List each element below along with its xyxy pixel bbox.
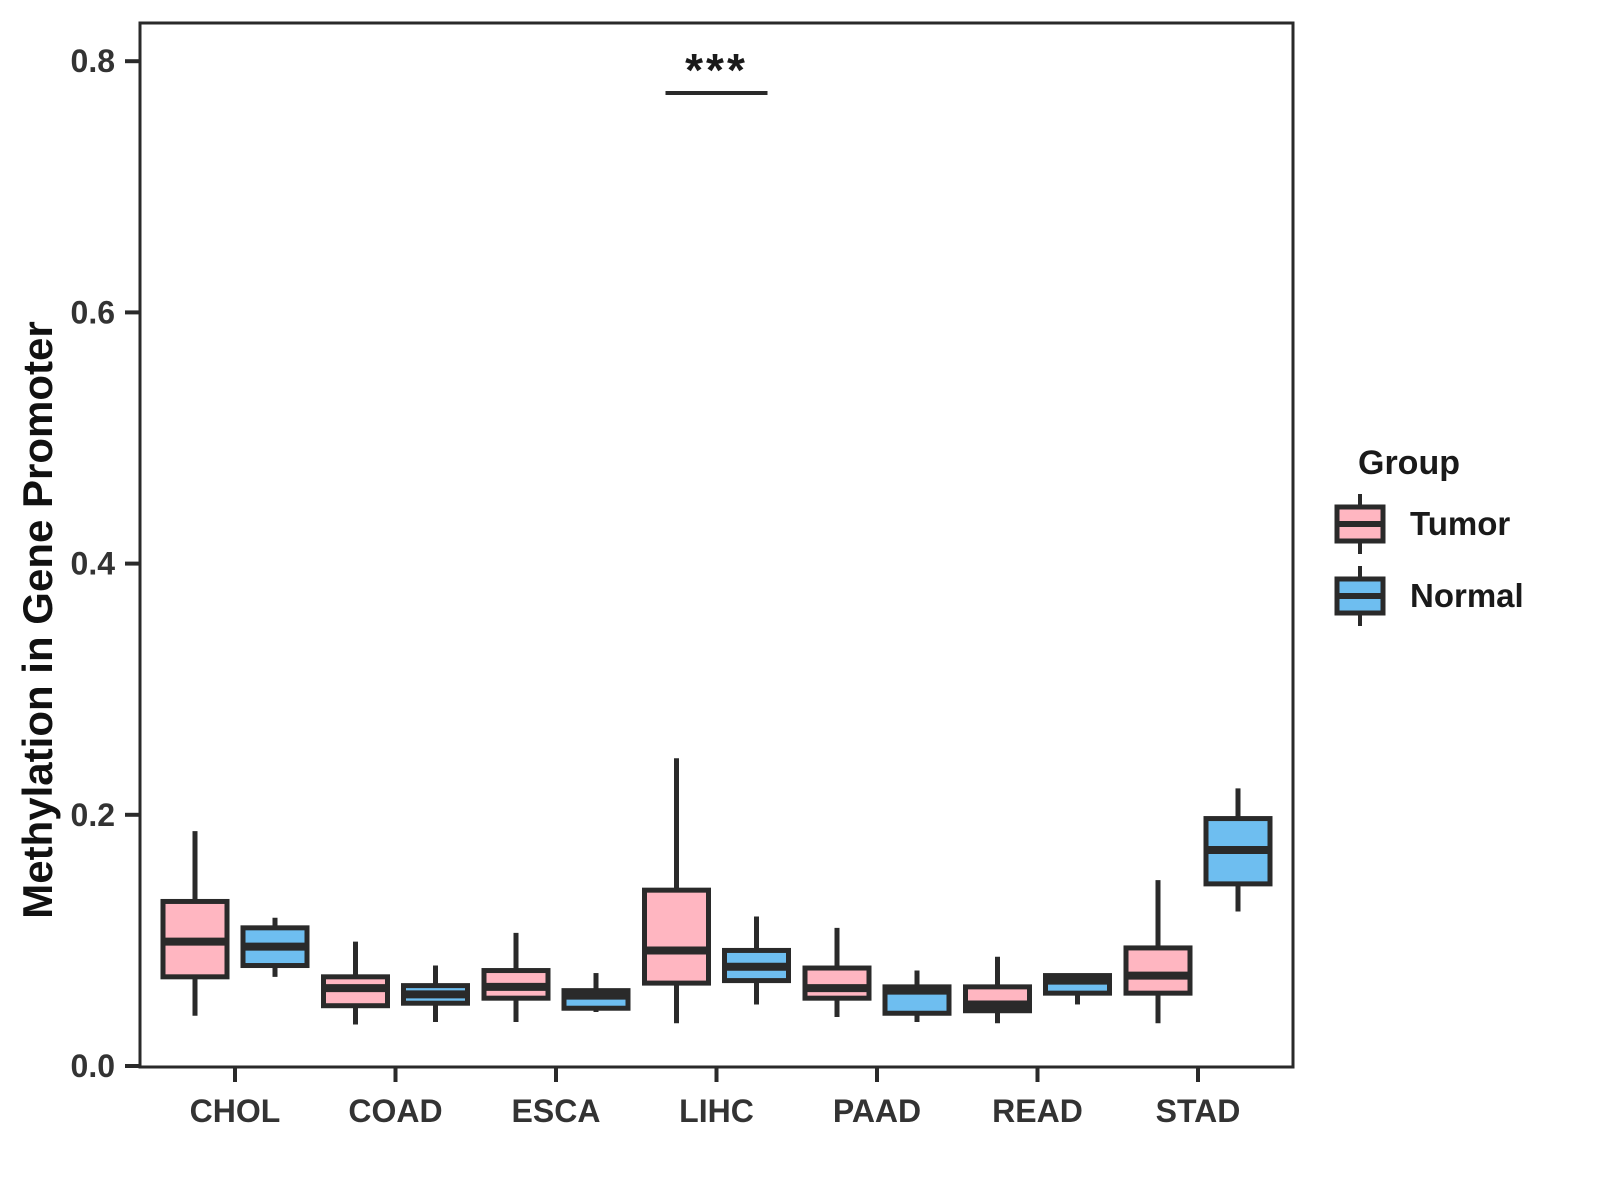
legend: Group Tumor Normal (1332, 444, 1524, 629)
box-tumor-paad (802, 965, 872, 1001)
legend-label-normal: Normal (1410, 577, 1524, 614)
y-tick-label: 0.2 (71, 797, 115, 833)
y-tick-label: 0.8 (71, 43, 115, 79)
legend-item-tumor: Tumor (1332, 491, 1524, 557)
legend-title: Group (1358, 444, 1460, 482)
y-axis-title: Methylation in Gene Promoter (14, 321, 61, 919)
x-tick-label-paad: PAAD (833, 1093, 921, 1129)
x-tick-label-read: READ (992, 1093, 1083, 1129)
x-tick-label-stad: STAD (1156, 1093, 1241, 1129)
box-tumor-stad (1123, 945, 1193, 996)
y-tick-label: 0.6 (71, 294, 115, 330)
x-tick-label-lihc: LIHC (679, 1093, 754, 1129)
x-tick-label-esca: ESCA (512, 1093, 601, 1129)
legend-label-tumor: Tumor (1410, 505, 1511, 542)
y-tick-label: 0.0 (71, 1048, 115, 1084)
legend-item-normal: Normal (1332, 563, 1524, 629)
y-tick-label: 0.4 (71, 546, 116, 582)
x-tick-label-chol: CHOL (190, 1093, 281, 1129)
tumor-boxplot-key-icon (1334, 494, 1386, 554)
box-tumor-lihc (642, 887, 711, 986)
normal-boxplot-key-icon (1334, 566, 1386, 626)
significance-stars: *** (685, 44, 748, 96)
panel-border (138, 21, 1295, 1069)
x-tick-label-coad: COAD (348, 1093, 442, 1129)
